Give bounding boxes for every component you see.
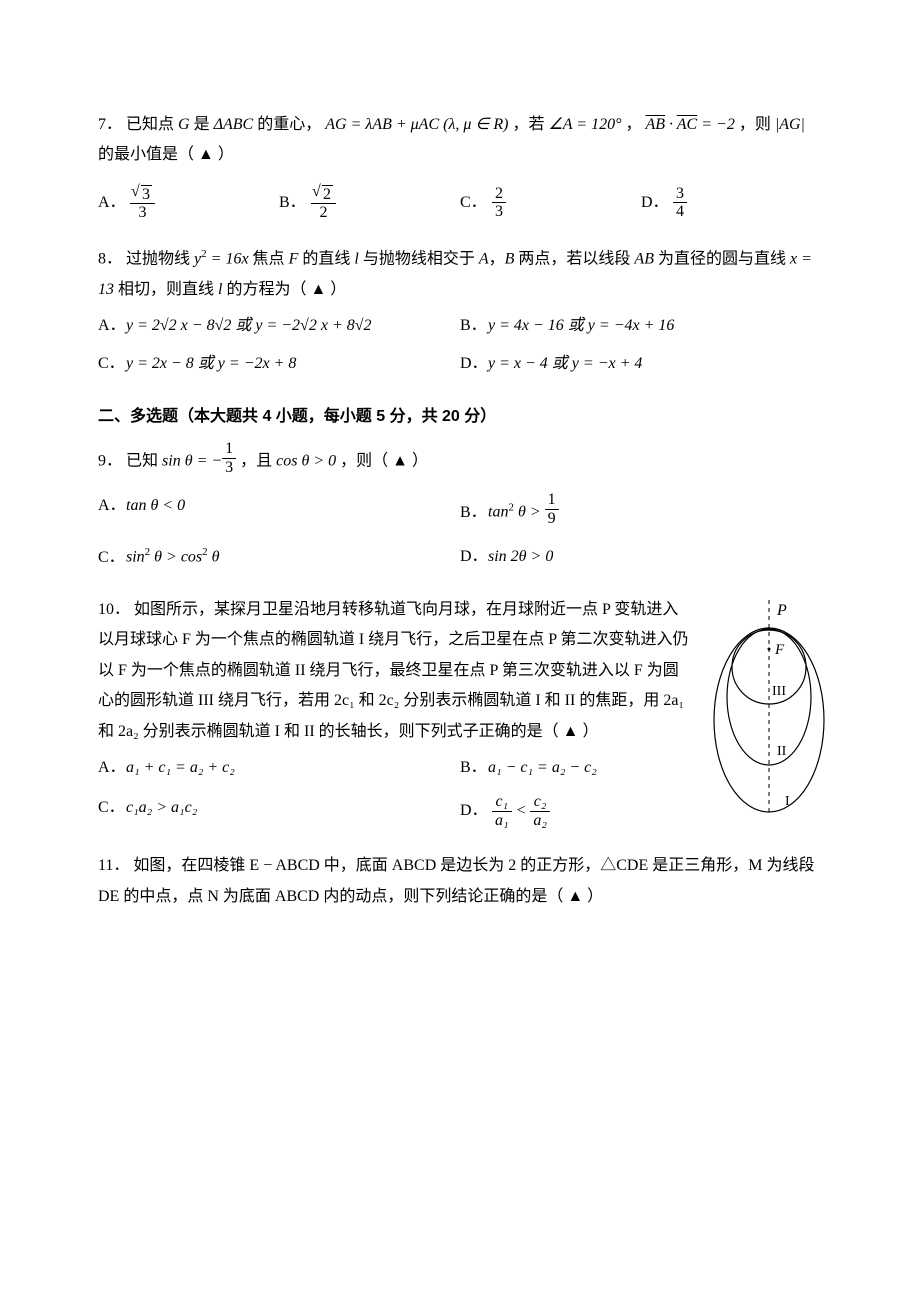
- orbit-diagram: P F III II I: [707, 595, 832, 820]
- q8-opt-b: B．y = 4x − 16 或 y = −4x + 16: [460, 311, 822, 341]
- fig-label-i: I: [785, 794, 790, 809]
- q9-options-row1: A．tan θ < 0 B．tan2 θ > 19: [98, 491, 822, 528]
- fig-label-iii: III: [772, 684, 786, 699]
- fig-label-f: F: [774, 642, 785, 658]
- q10-text: 如图所示，某探月卫星沿地月转移轨道飞向月球，在月球附近一点 P 变轨进入以月球球…: [98, 601, 689, 740]
- q9-opt-c: C．sin2 θ > cos2 θ: [98, 542, 460, 573]
- q11-number: 11．: [98, 857, 129, 874]
- q8-options-row2: C．y = 2x − 8 或 y = −2x + 8 D．y = x − 4 或…: [98, 349, 822, 379]
- q7-opt-c: C． 23: [460, 185, 641, 222]
- q7-opt-b: B． 22: [279, 185, 460, 222]
- q9-options-row2: C．sin2 θ > cos2 θ D．sin 2θ > 0: [98, 542, 822, 573]
- q7-options: A． 33 B． 22 C． 23 D． 34: [98, 185, 822, 222]
- q10-opt-c: C．c₁a₂ > a₁c₂: [98, 793, 460, 829]
- q9-opt-a: A．tan θ < 0: [98, 491, 460, 528]
- q9-opt-d: D．sin 2θ > 0: [460, 542, 822, 573]
- q7-opt-a: A． 33: [98, 185, 279, 222]
- q10-opt-a: A．a₁ + c₁ = a₂ + c₂: [98, 753, 460, 783]
- q8-opt-a: A．y = 2√2 x − 8√2 或 y = −2√2 x + 8√2: [98, 311, 460, 341]
- fig-label-p: P: [776, 602, 787, 619]
- q7-number: 7．: [98, 116, 122, 133]
- q11-text: 如图，在四棱锥 E − ABCD 中，底面 ABCD 是边长为 2 的正方形，△…: [98, 857, 814, 904]
- q8-opt-c: C．y = 2x − 8 或 y = −2x + 8: [98, 349, 460, 379]
- q8-options-row1: A．y = 2√2 x − 8√2 或 y = −2√2 x + 8√2 B．y…: [98, 311, 822, 341]
- q7-opt-d: D． 34: [641, 185, 822, 222]
- question-7: 7． 已知点 G 是 ΔABC 的重心， AG = λAB + μAC (λ, …: [98, 110, 822, 222]
- q7-equation: AG = λAB + μAC (λ, μ ∈ R): [325, 116, 508, 133]
- question-9: 9． 已知 sin θ = −13 ，且 cos θ > 0 ，则（ ▲ ） A…: [98, 440, 822, 573]
- question-11: 11． 如图，在四棱锥 E − ABCD 中，底面 ABCD 是边长为 2 的正…: [98, 851, 822, 912]
- section-2-heading: 二、多选题（本大题共 4 小题，每小题 5 分，共 20 分）: [98, 402, 822, 432]
- question-8: 8． 过抛物线 y2 = 16x 焦点 F 的直线 l 与抛物线相交于 A，B …: [98, 244, 822, 380]
- q8-opt-d: D．y = x − 4 或 y = −x + 4: [460, 349, 822, 379]
- q8-number: 8．: [98, 250, 122, 267]
- fig-label-ii: II: [777, 744, 787, 759]
- question-10: 10． 如图所示，某探月卫星沿地月转移轨道飞向月球，在月球附近一点 P 变轨进入…: [98, 595, 822, 830]
- q10-number: 10．: [98, 601, 130, 618]
- q9-opt-b: B．tan2 θ > 19: [460, 491, 822, 528]
- q9-number: 9．: [98, 453, 122, 470]
